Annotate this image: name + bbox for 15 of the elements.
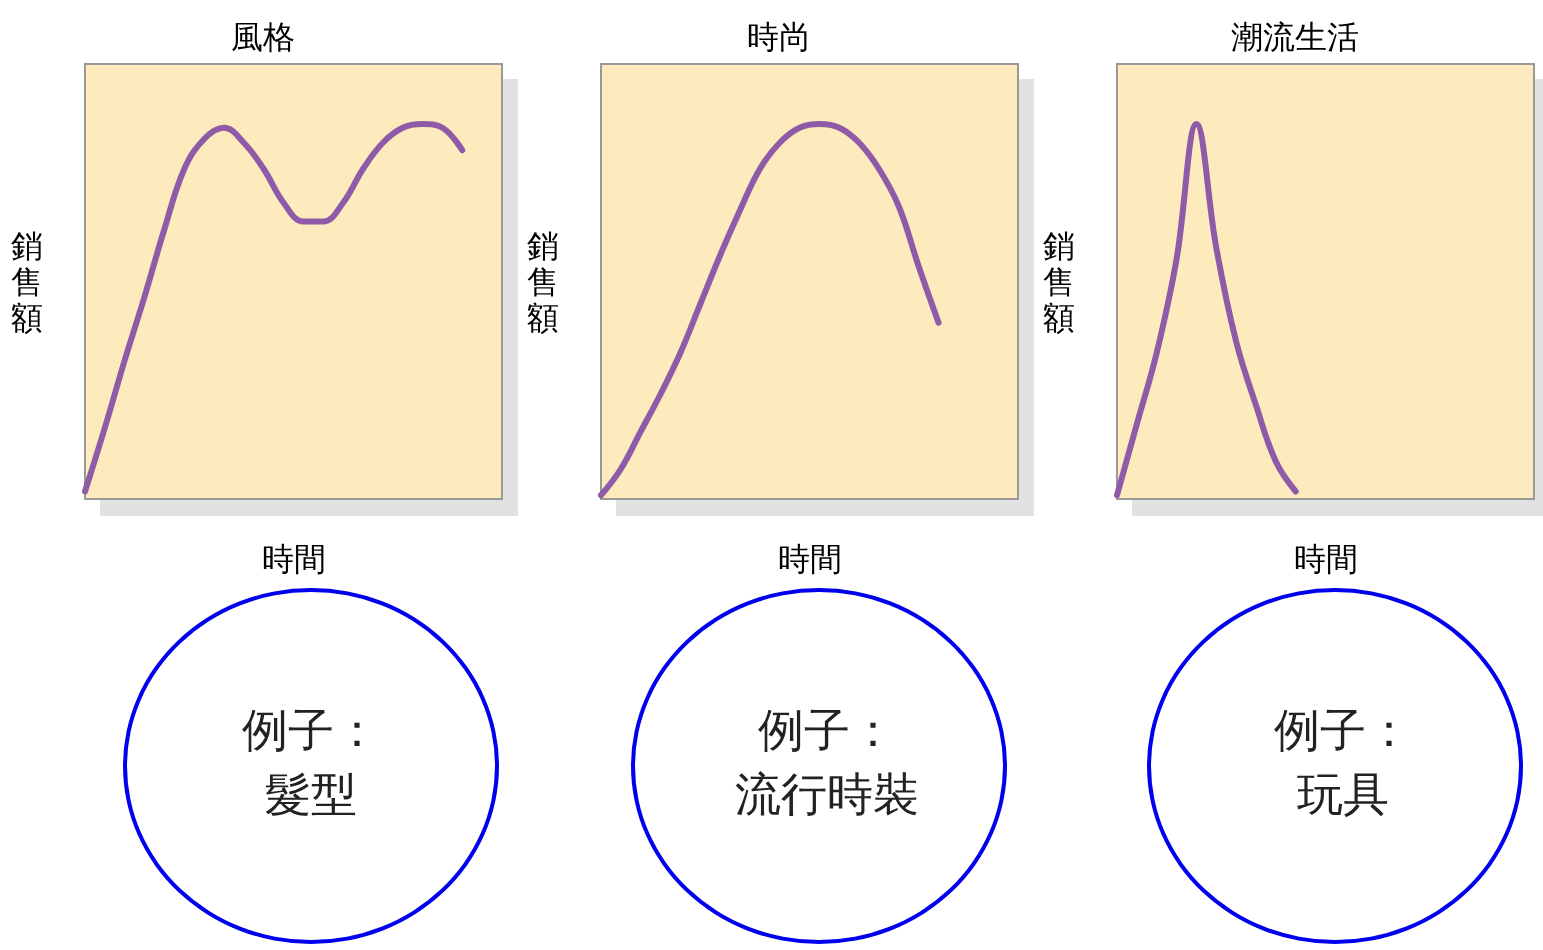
- y-axis-title: 銷售額: [527, 226, 559, 337]
- x-axis-title: 時間: [261, 540, 326, 578]
- y-axis-title: 銷售額: [1043, 226, 1075, 337]
- text: 例子：: [757, 702, 897, 759]
- y-axis-title: 銷售額: [11, 226, 43, 337]
- text: 髮型: [264, 766, 358, 823]
- text: 例子：: [241, 702, 381, 759]
- chart-title: 風格: [231, 18, 295, 56]
- text: 流行時裝: [734, 766, 920, 823]
- x-axis-title: 時間: [1293, 540, 1358, 578]
- chart-title: 潮流生活: [1231, 18, 1359, 56]
- text: 例子：: [1273, 702, 1413, 759]
- text: 玩具: [1296, 766, 1390, 823]
- x-axis-title: 時間: [777, 540, 842, 578]
- chart-title: 時尚: [747, 18, 811, 56]
